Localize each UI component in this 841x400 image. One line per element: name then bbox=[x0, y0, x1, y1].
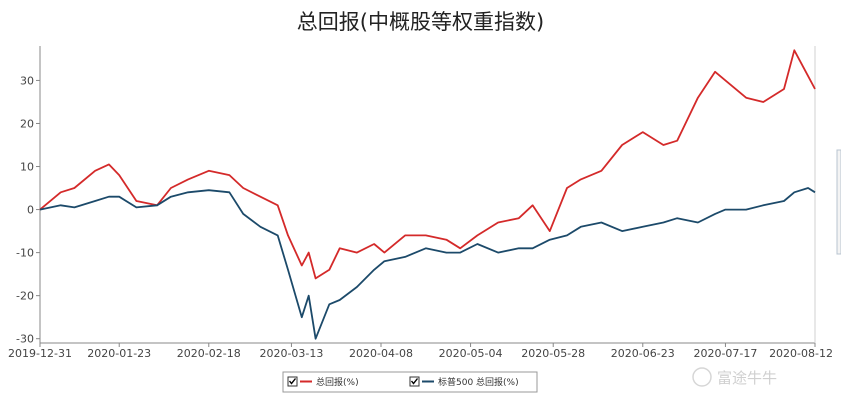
logo-icon bbox=[692, 367, 712, 387]
x-tick-label: 2020-04-08 bbox=[349, 347, 413, 360]
axes bbox=[39, 46, 816, 344]
x-tick-label: 2020-05-28 bbox=[521, 347, 585, 360]
legend: 总回报(%) 标普500 总回报(%) bbox=[282, 371, 538, 393]
side-scroll-handle[interactable] bbox=[836, 149, 841, 255]
series-layer bbox=[39, 49, 816, 340]
y-tick-label: -30 bbox=[16, 333, 34, 346]
x-tick-label: 2020-07-17 bbox=[693, 347, 757, 360]
series-line-red bbox=[39, 49, 816, 280]
y-tick-label: 0 bbox=[27, 204, 34, 217]
y-tick-label: -20 bbox=[16, 290, 34, 303]
legend-label-blue: 标普500 总回报(%) bbox=[438, 376, 519, 388]
y-axis-ticks: -30 -20 -10 0 10 20 30 bbox=[16, 74, 40, 346]
y-tick-label: 30 bbox=[20, 74, 34, 87]
x-tick-label: 2020-03-13 bbox=[259, 347, 323, 360]
legend-item-blue[interactable]: 标普500 总回报(%) bbox=[409, 376, 519, 388]
y-tick-label: 20 bbox=[20, 117, 34, 130]
x-axis-ticks: 2019-12-31 2020-01-23 2020-02-18 2020-03-13… bbox=[8, 343, 833, 360]
checkmark-icon bbox=[288, 378, 297, 385]
x-tick-label: 2020-08-12 bbox=[769, 347, 833, 360]
y-tick-label: 10 bbox=[20, 161, 34, 174]
x-tick-label: 2020-05-04 bbox=[439, 347, 503, 360]
watermark-text: 富途牛牛 bbox=[717, 369, 777, 387]
chart-title: 总回报(中概股等权重指数) bbox=[296, 10, 545, 34]
watermark: 富途牛牛 bbox=[692, 367, 777, 387]
x-tick-label: 2020-02-18 bbox=[177, 347, 241, 360]
legend-item-red[interactable]: 总回报(%) bbox=[287, 376, 359, 388]
x-tick-label: 2020-01-23 bbox=[87, 347, 151, 360]
x-tick-label: 2019-12-31 bbox=[8, 347, 72, 360]
y-tick-label: -10 bbox=[16, 247, 34, 260]
series-line-blue bbox=[39, 187, 816, 340]
checkmark-icon bbox=[410, 378, 419, 385]
legend-label-red: 总回报(%) bbox=[316, 376, 359, 388]
x-tick-label: 2020-06-23 bbox=[611, 347, 675, 360]
